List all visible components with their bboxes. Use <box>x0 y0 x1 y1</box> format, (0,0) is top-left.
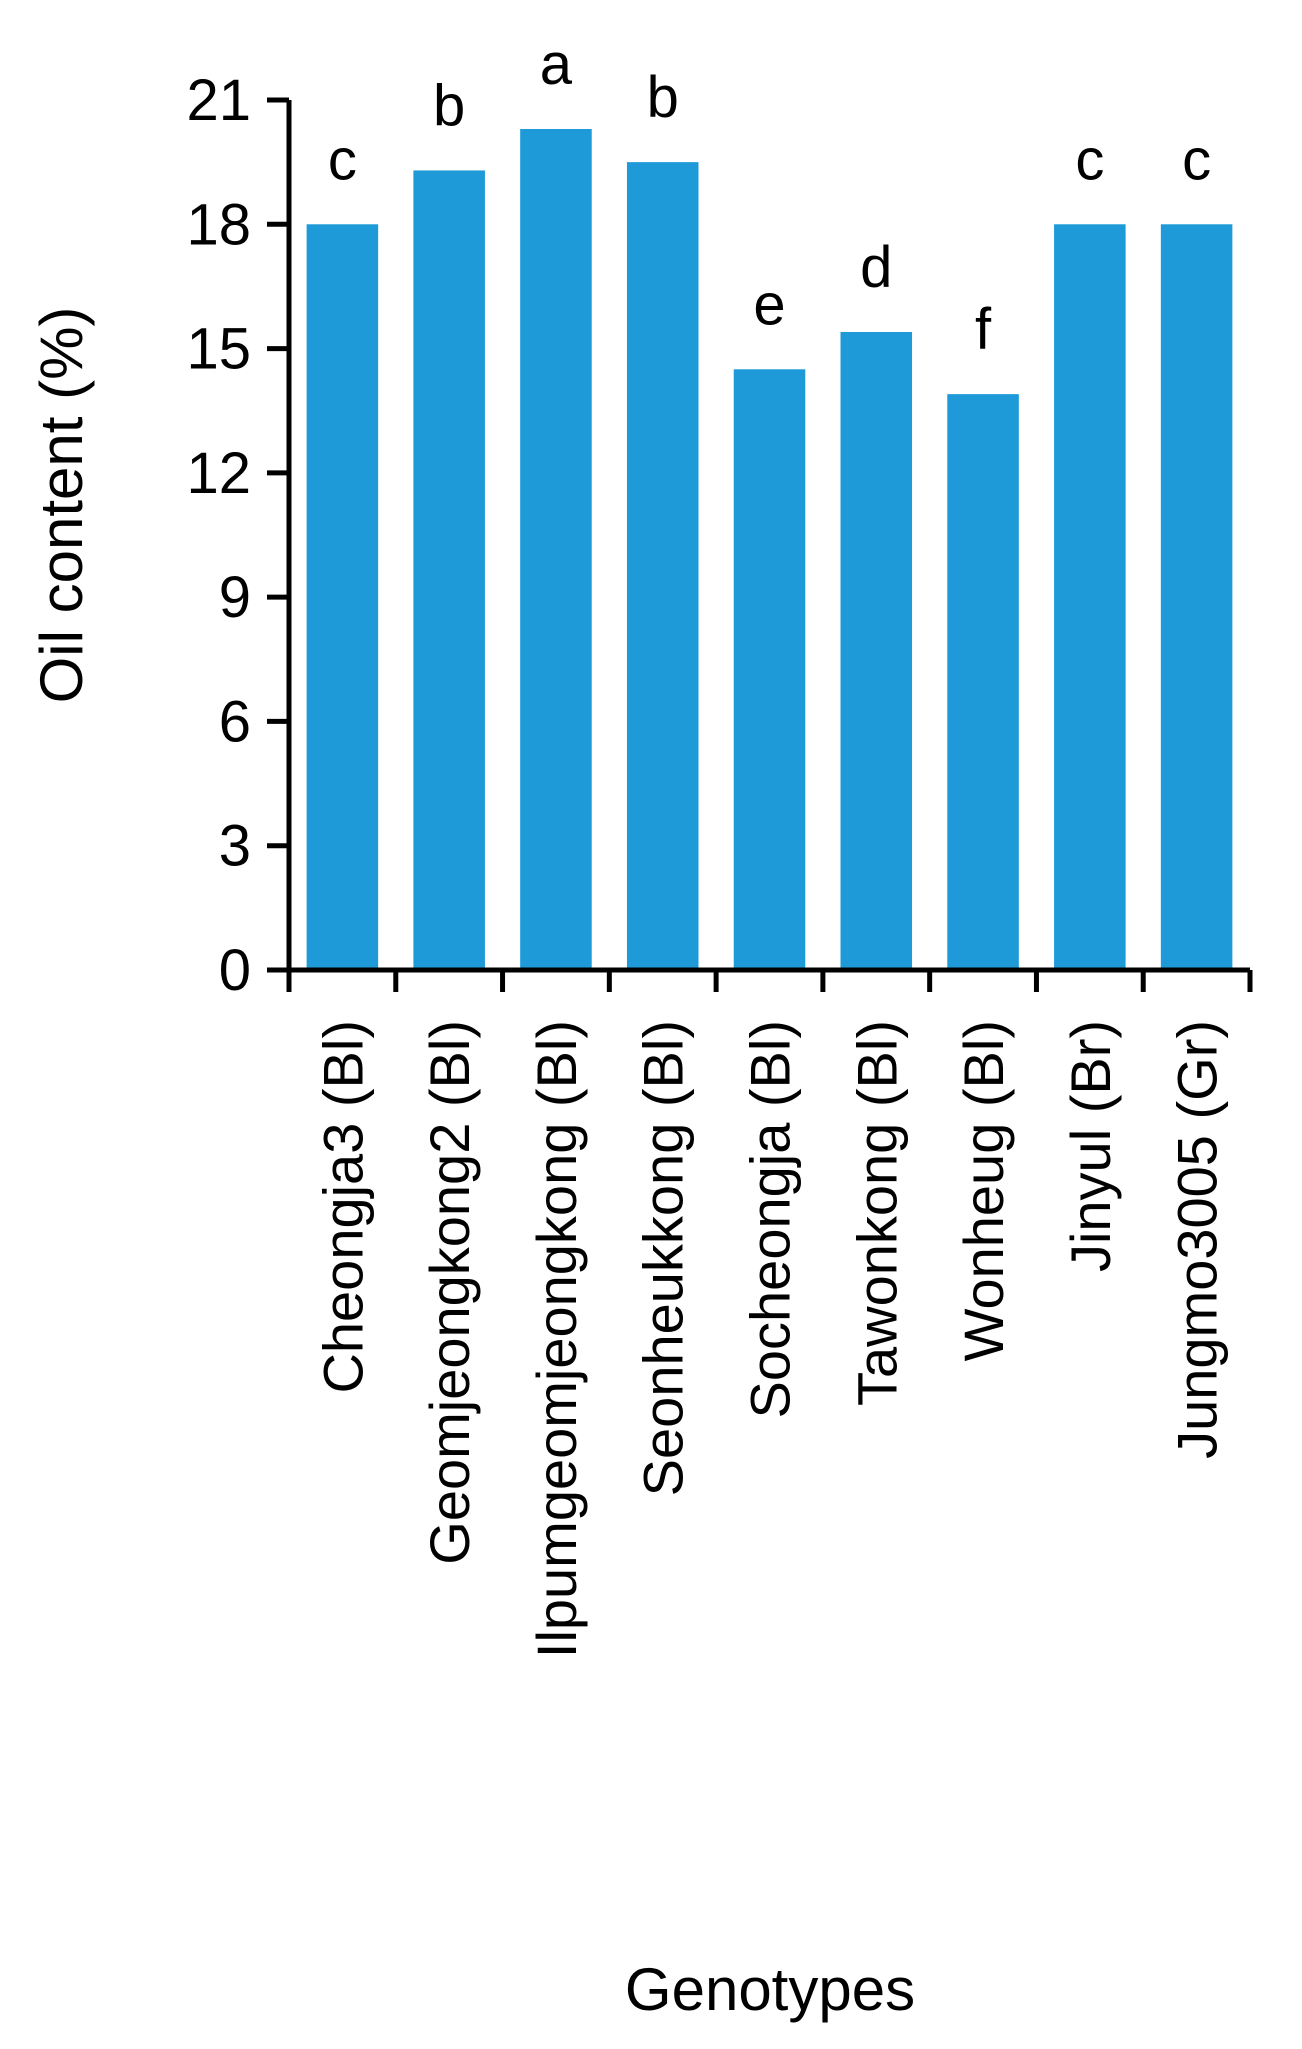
category-label: Cheongja3 (Bl) <box>311 1020 374 1394</box>
y-tick-label: 0 <box>219 938 251 1003</box>
category-label: Geomjeongkong2 (Bl) <box>418 1020 481 1565</box>
y-tick-label: 3 <box>219 814 251 879</box>
y-axis-title: Oil content (%) <box>28 307 95 704</box>
category-label: Wonheug (Bl) <box>952 1020 1015 1361</box>
significance-letter: d <box>860 235 892 300</box>
bar <box>840 332 913 970</box>
category-label: Seonheukkong (Bl) <box>632 1020 695 1496</box>
y-tick-label: 21 <box>186 68 251 133</box>
x-ticks-group <box>286 970 1253 992</box>
significance-letter: c <box>328 127 357 192</box>
y-tick-label: 6 <box>219 689 251 754</box>
y-tick-label: 15 <box>186 317 251 382</box>
y-tick-label: 18 <box>186 192 251 257</box>
bars-group <box>306 129 1233 971</box>
significance-letter: a <box>540 32 573 97</box>
significance-letters-group: c b a b e d f c c <box>328 32 1211 362</box>
category-label: Socheongja (Bl) <box>739 1020 802 1418</box>
x-axis-title: Genotypes <box>625 1956 915 2023</box>
category-labels-group: Cheongja3 (Bl) Geomjeongkong2 (Bl) Ilpumge… <box>311 1020 1228 1658</box>
category-label: Tawonkong (Bl) <box>845 1020 908 1406</box>
bar <box>733 369 806 970</box>
significance-letter: f <box>975 297 992 362</box>
bar <box>413 170 485 970</box>
bar <box>520 129 592 970</box>
significance-letter: b <box>433 73 465 138</box>
significance-letter: e <box>753 272 785 337</box>
category-label: Jinyul (Br) <box>1059 1020 1122 1272</box>
significance-letter: c <box>1075 127 1104 192</box>
bar <box>1054 224 1126 971</box>
significance-letter: b <box>647 65 679 130</box>
y-ticks-group: 0 3 6 9 12 15 18 21 <box>186 68 289 1003</box>
y-tick-label: 9 <box>219 565 251 630</box>
significance-letter: c <box>1182 127 1211 192</box>
y-tick-label: 12 <box>186 441 251 506</box>
bar <box>626 162 699 971</box>
bar <box>306 224 379 971</box>
category-label: Ilpumgeomjeongkong (Bl) <box>525 1020 588 1658</box>
category-label: Jungmo3005 (Gr) <box>1166 1020 1229 1459</box>
bar <box>947 394 1019 971</box>
bar <box>1160 224 1233 971</box>
